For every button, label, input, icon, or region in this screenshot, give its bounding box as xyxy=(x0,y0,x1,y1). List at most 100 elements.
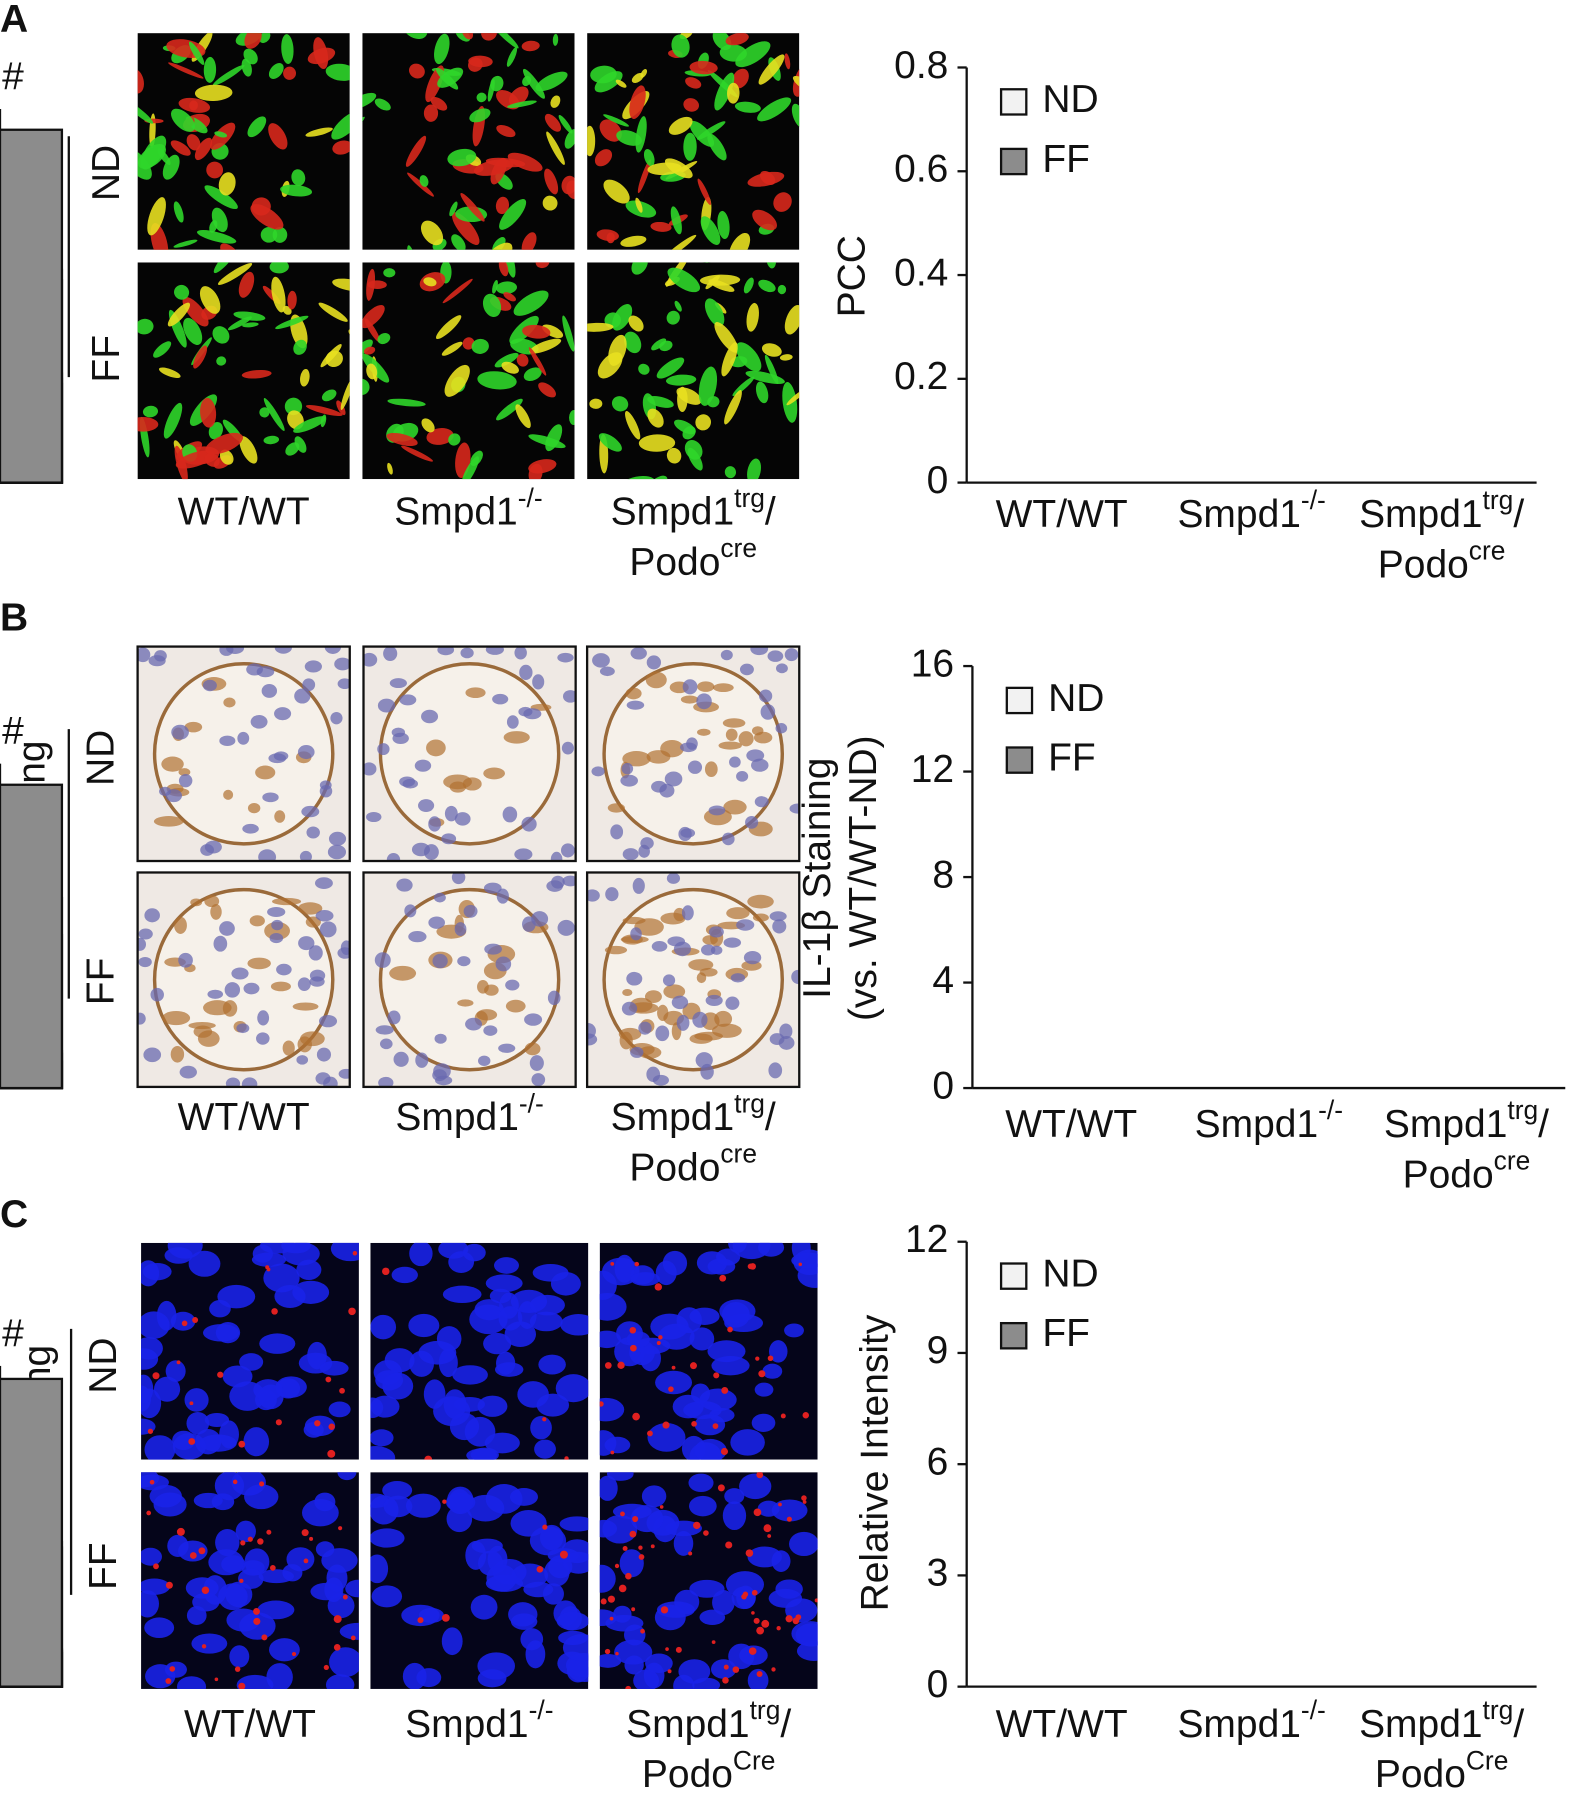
signal xyxy=(756,1626,765,1635)
signal xyxy=(786,1516,792,1522)
nucleus xyxy=(530,1415,552,1440)
signal xyxy=(247,1536,253,1542)
nucleus xyxy=(483,882,502,894)
nucleus xyxy=(495,956,512,972)
nucleus xyxy=(562,1634,589,1662)
signal xyxy=(629,1326,637,1334)
signal xyxy=(362,339,373,356)
stain xyxy=(274,810,286,823)
y-axis-label: (vs. WT/WT-ND) xyxy=(842,735,885,1021)
nucleus xyxy=(728,1643,755,1670)
signal xyxy=(521,232,537,250)
nucleus xyxy=(532,1263,569,1282)
nucleus xyxy=(415,1052,429,1068)
signal xyxy=(146,1510,152,1516)
signal xyxy=(448,433,461,446)
stain xyxy=(696,972,707,984)
signal xyxy=(683,98,699,112)
nucleus xyxy=(319,921,337,938)
signal xyxy=(437,67,464,88)
signal xyxy=(698,366,718,406)
nucleus xyxy=(745,816,759,829)
nucleus xyxy=(296,1259,322,1280)
nucleus xyxy=(519,664,533,681)
nucleus xyxy=(252,1244,274,1263)
signal xyxy=(735,342,762,372)
nucleus xyxy=(282,1564,303,1582)
nucleus xyxy=(730,973,746,983)
signal xyxy=(259,33,271,44)
nucleus xyxy=(370,1446,396,1460)
signal xyxy=(640,1628,645,1634)
nucleus xyxy=(551,875,565,889)
signal xyxy=(206,161,224,179)
nucleus xyxy=(767,650,784,662)
signal xyxy=(366,363,378,380)
signal xyxy=(333,1644,341,1651)
nucleus xyxy=(484,943,502,955)
nucleus xyxy=(666,872,681,884)
nucleus xyxy=(315,1072,331,1085)
signal xyxy=(313,37,329,70)
signal xyxy=(635,197,643,213)
signal xyxy=(722,1676,729,1684)
signal xyxy=(158,367,181,378)
signal xyxy=(761,343,782,357)
nucleus xyxy=(199,1434,237,1452)
nucleus xyxy=(219,735,236,747)
label-part: / xyxy=(765,1096,776,1139)
micrograph xyxy=(363,872,576,1087)
signal xyxy=(638,434,676,452)
signal xyxy=(756,1671,763,1677)
signal xyxy=(801,1495,807,1501)
signal xyxy=(321,389,337,402)
signal xyxy=(208,422,223,440)
label-part: WT/WT xyxy=(996,493,1128,536)
signal xyxy=(259,407,270,418)
signal xyxy=(250,204,284,230)
nucleus xyxy=(686,737,698,750)
signal xyxy=(492,279,498,294)
nucleus xyxy=(696,693,712,710)
nucleus xyxy=(215,1322,241,1344)
stain xyxy=(389,965,417,981)
nucleus xyxy=(662,974,676,987)
nucleus xyxy=(256,1032,270,1045)
nucleus xyxy=(337,1472,357,1481)
nucleus xyxy=(204,1412,230,1428)
signal xyxy=(594,149,613,167)
stain xyxy=(723,799,747,815)
nucleus xyxy=(184,1388,209,1412)
nucleus xyxy=(330,1242,359,1262)
label-part: Smpd1 xyxy=(1195,1103,1318,1146)
signal xyxy=(199,286,221,314)
signal xyxy=(685,77,702,89)
nucleus xyxy=(337,678,350,690)
signal xyxy=(281,34,294,65)
signal xyxy=(596,229,619,241)
category-label: WT/WT xyxy=(178,491,310,534)
nucleus xyxy=(550,851,563,862)
signal xyxy=(660,1606,669,1614)
nucleus xyxy=(705,994,723,1007)
signal xyxy=(725,33,749,46)
nucleus xyxy=(743,950,762,965)
signal xyxy=(773,192,792,212)
nucleus xyxy=(638,1021,652,1035)
nucleus xyxy=(392,732,409,744)
signal xyxy=(604,1362,612,1369)
signal xyxy=(483,242,513,250)
signal xyxy=(271,1308,278,1315)
signal xyxy=(205,432,244,455)
nucleus xyxy=(209,1300,231,1318)
signal xyxy=(599,1401,604,1407)
signal xyxy=(331,111,350,140)
signal xyxy=(468,55,493,68)
nucleus xyxy=(587,1033,598,1046)
stain xyxy=(722,718,746,728)
signal xyxy=(615,79,627,88)
nucleus xyxy=(396,878,413,892)
signal xyxy=(420,220,444,246)
nucleus xyxy=(328,1401,351,1418)
category-label: Smpd1trg/ xyxy=(611,1088,776,1139)
